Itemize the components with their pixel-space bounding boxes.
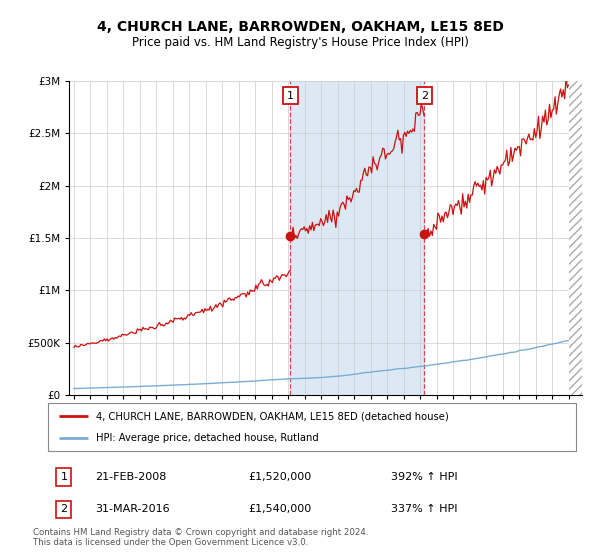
Bar [569, 81, 582, 395]
Text: 4, CHURCH LANE, BARROWDEN, OAKHAM, LE15 8ED (detached house): 4, CHURCH LANE, BARROWDEN, OAKHAM, LE15 … [95, 411, 448, 421]
Text: 21-FEB-2008: 21-FEB-2008 [95, 472, 167, 482]
Bar [569, 81, 582, 395]
Text: £1,540,000: £1,540,000 [248, 505, 312, 515]
Text: 337% ↑ HPI: 337% ↑ HPI [391, 505, 458, 515]
Text: 1: 1 [61, 472, 67, 482]
Text: 2: 2 [60, 505, 67, 515]
Bar [290, 81, 424, 395]
Text: Contains HM Land Registry data © Crown copyright and database right 2024.
This d: Contains HM Land Registry data © Crown c… [33, 528, 368, 547]
Text: Price paid vs. HM Land Registry's House Price Index (HPI): Price paid vs. HM Land Registry's House … [131, 36, 469, 49]
FancyBboxPatch shape [48, 403, 576, 451]
Text: 4, CHURCH LANE, BARROWDEN, OAKHAM, LE15 8ED: 4, CHURCH LANE, BARROWDEN, OAKHAM, LE15 … [97, 20, 503, 34]
Text: 392% ↑ HPI: 392% ↑ HPI [391, 472, 458, 482]
Text: £1,520,000: £1,520,000 [248, 472, 312, 482]
Text: HPI: Average price, detached house, Rutland: HPI: Average price, detached house, Rutl… [95, 433, 318, 443]
Text: 31-MAR-2016: 31-MAR-2016 [95, 505, 170, 515]
Text: 1: 1 [287, 91, 294, 101]
Text: 2: 2 [421, 91, 428, 101]
